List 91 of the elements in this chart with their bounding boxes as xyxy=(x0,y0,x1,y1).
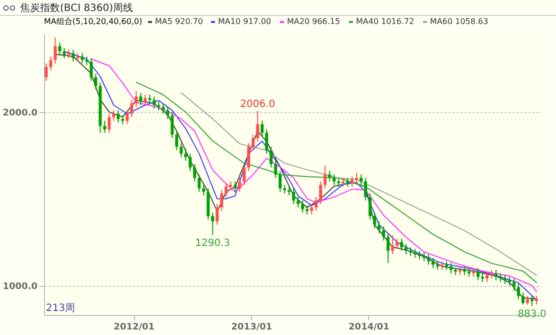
candlestick xyxy=(332,174,336,186)
chart-title: 焦炭指数(BCI 8360)周线 xyxy=(20,2,134,14)
line-series xyxy=(136,82,537,284)
candlestick xyxy=(112,110,116,122)
candlestick xyxy=(193,164,196,182)
candlestick xyxy=(522,292,525,306)
candlestick xyxy=(116,110,120,123)
candlestick xyxy=(296,196,300,208)
legend-label: MA40 1016.72 xyxy=(356,17,414,26)
candlestick xyxy=(364,177,368,202)
candlestick xyxy=(314,196,318,212)
candlestick xyxy=(175,130,178,151)
candlestick xyxy=(292,188,296,204)
candlestick xyxy=(80,52,84,64)
candlestick xyxy=(234,180,237,192)
candlestick xyxy=(350,176,354,188)
candlestick xyxy=(512,278,516,292)
x-tick-label: 2013/01 xyxy=(231,322,272,332)
candlestick xyxy=(450,262,453,274)
candlestick xyxy=(368,193,372,220)
candlestick xyxy=(270,146,273,168)
candlestick xyxy=(391,234,394,255)
candlestick xyxy=(184,148,188,162)
candlestick xyxy=(211,212,214,236)
candlestick xyxy=(216,203,219,226)
candlestick xyxy=(220,190,224,212)
annotation: 1290.3 xyxy=(195,238,230,250)
candlestick xyxy=(103,120,106,134)
y-tick-label: 1000.0 xyxy=(2,282,38,292)
candlestick xyxy=(404,243,408,255)
candlestick xyxy=(373,212,376,229)
candlestick xyxy=(58,42,62,56)
candlestick xyxy=(274,160,278,178)
candlestick xyxy=(432,257,435,269)
candlestick xyxy=(144,94,147,106)
candlestick xyxy=(44,62,48,82)
candlestick xyxy=(319,180,322,204)
candlestick xyxy=(252,134,255,151)
candlestick xyxy=(238,177,242,192)
candlestick xyxy=(198,174,201,192)
candlestick xyxy=(360,174,363,186)
candlestick xyxy=(494,269,498,281)
candlestick xyxy=(108,113,111,134)
y-tick-label: 2000.0 xyxy=(2,108,38,119)
candlestick xyxy=(328,170,332,182)
annotation: 213周 xyxy=(46,303,76,314)
candlestick xyxy=(72,49,75,62)
candlestick xyxy=(49,56,52,71)
candlestick xyxy=(301,200,304,214)
candlestick xyxy=(130,99,134,118)
candlestick xyxy=(166,106,170,120)
candlestick xyxy=(202,184,206,196)
legend-label: MA60 1058.63 xyxy=(430,17,488,26)
candlestick xyxy=(382,226,386,241)
legend-label: MA20 966.15 xyxy=(287,17,340,26)
candlestick xyxy=(242,164,246,186)
x-tick-label: 2014/01 xyxy=(348,322,390,332)
candlestick xyxy=(386,232,390,264)
candlestick xyxy=(256,110,260,142)
candlestick xyxy=(54,36,57,64)
legend-label: MA10 917.00 xyxy=(218,17,272,26)
annotation: 883.0 xyxy=(518,308,546,320)
annotation: 2006.0 xyxy=(240,99,276,110)
legend-title: MA组合(5,10,20,40,60,0) xyxy=(44,17,142,26)
candlestick xyxy=(134,90,138,108)
candlestick xyxy=(188,153,192,172)
candlestick xyxy=(94,73,98,90)
candlestick xyxy=(247,142,250,172)
candlestick xyxy=(400,238,404,252)
candlestick xyxy=(126,110,129,125)
candlestick xyxy=(260,120,264,137)
candlestick xyxy=(278,170,282,192)
candlestick xyxy=(90,58,93,82)
candlestick xyxy=(224,182,228,198)
x-tick-label: 2012/01 xyxy=(114,322,155,332)
candlestick xyxy=(180,142,183,158)
candlestick xyxy=(139,92,142,106)
candlestick xyxy=(265,128,268,154)
candlestick xyxy=(486,271,489,283)
legend-label: MA5 920.70 xyxy=(155,17,203,26)
candlestick xyxy=(396,238,399,250)
candlestick xyxy=(324,165,327,189)
candlestick xyxy=(170,112,174,139)
candlestick xyxy=(162,102,165,114)
candlestick xyxy=(310,203,314,215)
candlestick xyxy=(476,268,480,281)
candlestick xyxy=(62,47,66,59)
line-series xyxy=(180,92,537,276)
candlestick xyxy=(152,96,156,110)
candlestick xyxy=(517,283,520,300)
candlestick xyxy=(378,220,381,234)
